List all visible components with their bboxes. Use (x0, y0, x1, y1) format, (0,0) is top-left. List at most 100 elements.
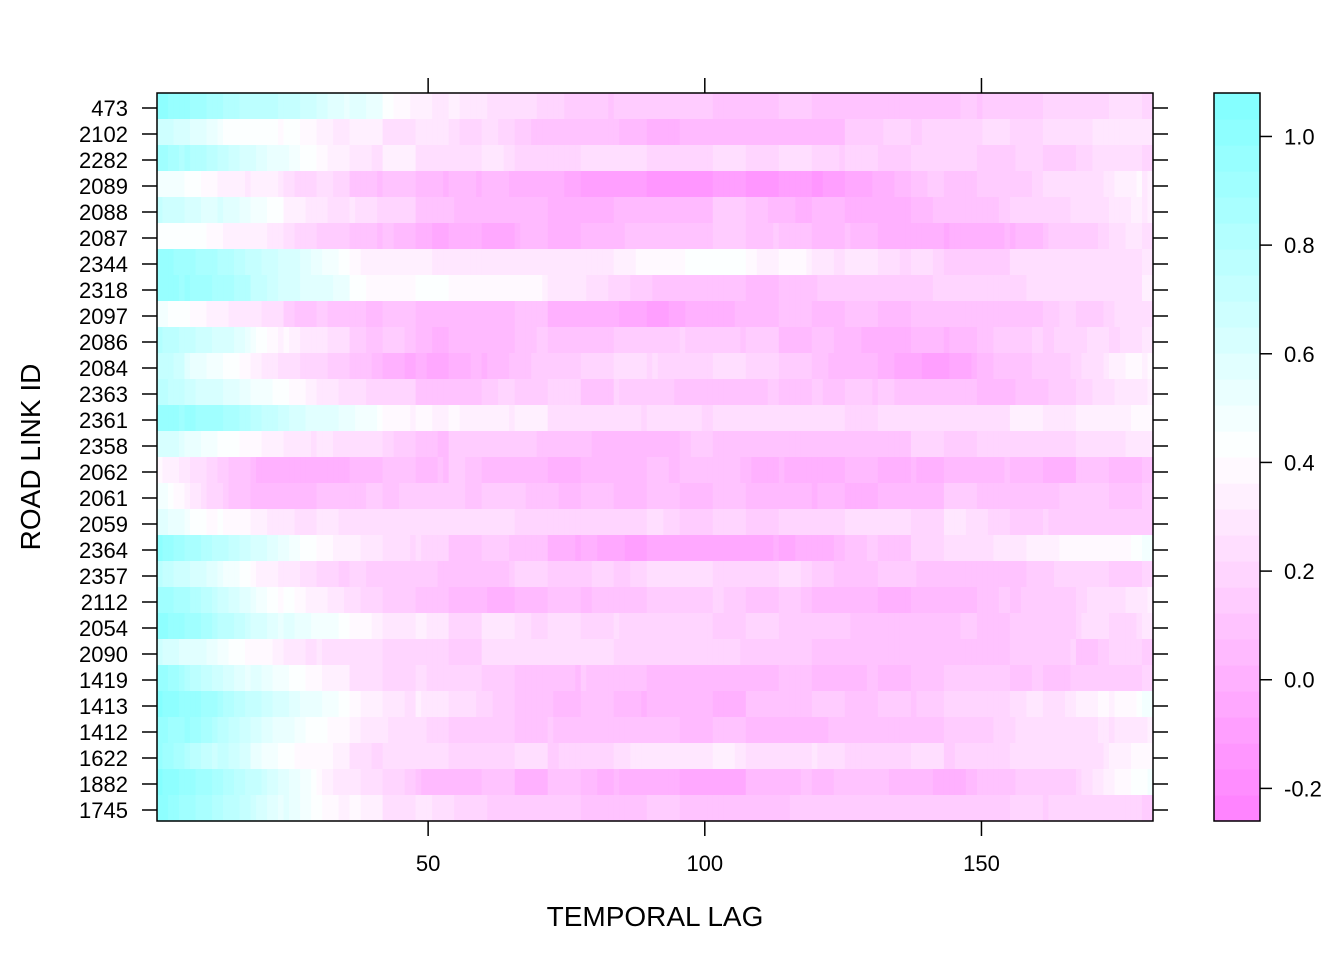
heatmap-cell (476, 145, 483, 172)
heatmap-cell (899, 119, 906, 146)
heatmap-cell (740, 561, 747, 588)
heatmap-cell (679, 275, 686, 302)
heatmap-cell (822, 561, 829, 588)
heatmap-cell (228, 119, 235, 146)
heatmap-cell (613, 587, 620, 614)
heatmap-cell (806, 639, 813, 666)
heatmap-cell (278, 145, 285, 172)
heatmap-cell (850, 145, 857, 172)
heatmap-cell (217, 717, 224, 744)
heatmap-cell (624, 379, 631, 406)
heatmap-cell (1070, 301, 1077, 328)
heatmap-cell (492, 457, 499, 484)
heatmap-cell (943, 457, 950, 484)
heatmap-cell (707, 509, 714, 536)
heatmap-cell (289, 405, 296, 432)
heatmap-cell (322, 197, 329, 224)
heatmap-cell (1097, 145, 1105, 172)
heatmap-cell (278, 613, 285, 640)
heatmap-cell (954, 457, 961, 484)
heatmap-cell (613, 639, 620, 666)
heatmap-cell (685, 457, 692, 484)
heatmap-cell (399, 431, 406, 458)
heatmap-cell (179, 639, 186, 666)
heatmap-cell (910, 717, 917, 744)
heatmap-cell (212, 119, 219, 146)
heatmap-cell (382, 743, 389, 770)
heatmap-cell (514, 457, 521, 484)
heatmap-cell (201, 717, 208, 744)
heatmap-cell (261, 587, 268, 614)
heatmap-cell (888, 483, 895, 510)
heatmap-cell (877, 327, 884, 354)
heatmap-cell (168, 717, 175, 744)
heatmap-cell (311, 353, 318, 380)
heatmap-cell (531, 197, 538, 224)
heatmap-cell (597, 405, 604, 432)
heatmap-cell (316, 119, 323, 146)
heatmap-cell (459, 743, 466, 770)
heatmap-cell (267, 483, 274, 510)
heatmap-cell (723, 327, 730, 354)
heatmap-cell (954, 405, 961, 432)
heatmap-cell (641, 119, 648, 146)
heatmap-cell (1097, 587, 1105, 614)
heatmap-cell (333, 587, 340, 614)
heatmap-cell (910, 613, 917, 640)
heatmap-cell (1015, 561, 1022, 588)
heatmap-cell (1042, 405, 1050, 432)
heatmap-cell (256, 509, 263, 536)
heatmap-cell (366, 769, 373, 796)
heatmap-cell (1125, 93, 1132, 120)
heatmap-cell (987, 119, 995, 146)
heatmap-cell (509, 769, 516, 796)
heatmap-cell (910, 93, 917, 120)
heatmap-cell (954, 145, 961, 172)
heatmap-cell (1075, 145, 1083, 172)
heatmap-cell (789, 405, 796, 432)
heatmap-cell (844, 769, 851, 796)
heatmap-cell (1048, 613, 1055, 640)
heatmap-cell (316, 431, 323, 458)
heatmap-cell (344, 613, 351, 640)
heatmap-cell (1119, 691, 1127, 718)
heatmap-cell (773, 561, 780, 588)
heatmap-cell (987, 171, 995, 198)
heatmap-cell (575, 561, 582, 588)
heatmap-cell (1119, 561, 1127, 588)
heatmap-cell (404, 587, 411, 614)
heatmap-cell (602, 613, 609, 640)
heatmap-cell (949, 353, 956, 380)
heatmap-cell (624, 639, 631, 666)
heatmap-cell (498, 587, 505, 614)
heatmap-cell (470, 379, 477, 406)
heatmap-cell (1097, 691, 1105, 718)
heatmap-cell (459, 223, 466, 250)
heatmap-cell (762, 171, 769, 198)
heatmap-cell (1053, 145, 1061, 172)
heatmap-cell (762, 249, 769, 276)
heatmap-cell (558, 509, 565, 536)
heatmap-cell (784, 379, 791, 406)
heatmap-cell (965, 249, 973, 276)
heatmap-cell (817, 275, 824, 302)
heatmap-cell (201, 743, 208, 770)
heatmap-cell (443, 795, 450, 822)
heatmap-cell (289, 327, 296, 354)
heatmap-cell (916, 457, 923, 484)
heatmap-cell (960, 145, 967, 172)
heatmap-cell (696, 145, 703, 172)
heatmap-cell (1147, 249, 1154, 276)
heatmap-cell (789, 223, 796, 250)
heatmap-cell (679, 717, 686, 744)
heatmap-cell (371, 197, 378, 224)
heatmap-cell (987, 301, 995, 328)
heatmap-cell (542, 405, 549, 432)
heatmap-cell (245, 639, 252, 666)
heatmap-cell (476, 301, 483, 328)
heatmap-cell (696, 379, 703, 406)
heatmap-cell (971, 379, 978, 406)
heatmap-cell (899, 535, 906, 562)
heatmap-cell (503, 353, 510, 380)
heatmap-cell (272, 327, 279, 354)
